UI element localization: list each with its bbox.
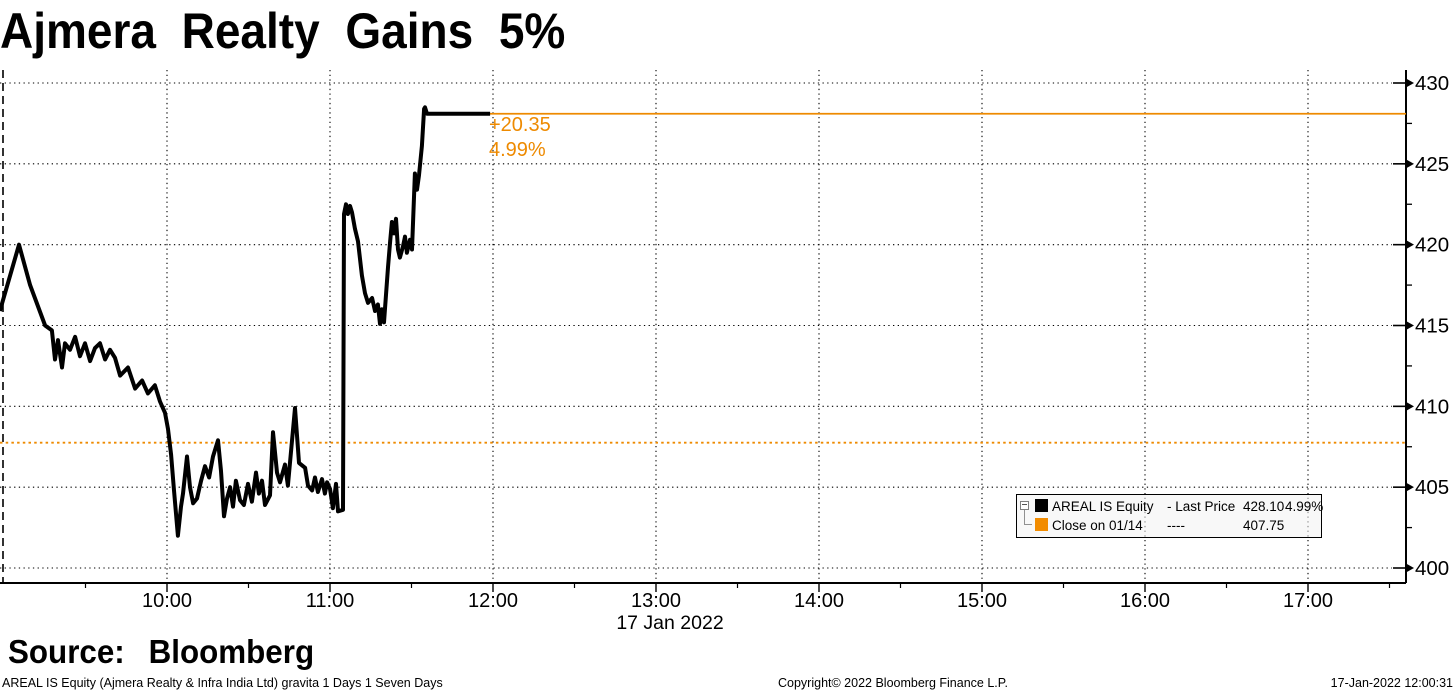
y-tick-arrowhead — [1406, 563, 1414, 573]
y-axis-tick-label: 405 — [1415, 476, 1449, 499]
pct-change-label: 4.99% — [489, 139, 546, 161]
legend-series-pct: 4.99% — [1285, 499, 1324, 514]
legend-series-style-label: ---- — [1167, 518, 1185, 533]
net-change-label: +20.35 — [489, 114, 551, 136]
x-axis-tick-label: 12:00 — [468, 590, 518, 612]
close-line-swatch — [1035, 517, 1048, 531]
legend-collapse-icon[interactable] — [1020, 501, 1029, 510]
y-tick-arrowhead — [1406, 240, 1414, 250]
footer-copyright: Copyright© 2022 Bloomberg Finance L.P. — [778, 676, 1008, 690]
legend-row-last-price[interactable]: AREAL IS Equity - Last Price 428.10 4.99… — [1035, 497, 1323, 516]
footer-security-description: AREAL IS Equity (Ajmera Realty & Infra I… — [2, 676, 443, 690]
price-line-series — [0, 105, 491, 538]
y-tick-arrowhead — [1406, 401, 1414, 411]
legend-row-close[interactable]: Close on 01/14 ---- 407.75 — [1035, 516, 1319, 535]
y-tick-arrowhead — [1406, 321, 1414, 331]
legend-series-value: 428.10 — [1243, 499, 1285, 514]
y-axis-tick-label: 400 — [1415, 557, 1449, 580]
legend-series-name: Close on 01/14 — [1052, 518, 1143, 533]
y-tick-arrowhead — [1406, 78, 1414, 88]
x-axis-tick-label: 11:00 — [306, 590, 355, 612]
legend-series-style-label: - Last Price — [1167, 499, 1236, 514]
legend-series-name: AREAL IS Equity — [1052, 499, 1154, 514]
terminal-footer: AREAL IS Equity (Ajmera Realty & Infra I… — [0, 676, 1456, 695]
y-tick-arrowhead — [1406, 159, 1414, 169]
y-axis-tick-label: 415 — [1415, 315, 1449, 338]
legend-tree-connector-line — [1024, 510, 1032, 525]
footer-timestamp: 17-Jan-2022 12:00:31 — [1330, 676, 1453, 690]
x-axis-tick-label: 10:00 — [142, 590, 192, 612]
x-axis-tick-label: 14:00 — [794, 590, 844, 612]
x-axis-tick-label: 15:00 — [957, 590, 1007, 612]
x-axis-tick-label: 13:00 — [631, 590, 681, 612]
last-price-swatch — [1035, 498, 1048, 512]
page-title: Ajmera Realty Gains 5% — [0, 3, 566, 59]
legend-series-value: 407.75 — [1243, 518, 1285, 533]
last-price-change-annotation: +20.35 4.99% — [489, 113, 551, 163]
y-tick-arrowhead — [1406, 482, 1414, 492]
x-axis-date-label: 17 Jan 2022 — [616, 612, 723, 634]
y-axis-tick-label: 410 — [1415, 395, 1449, 418]
x-axis-tick-label: 17:00 — [1283, 590, 1333, 612]
source-attribution: Source: Bloomberg — [8, 633, 315, 670]
x-axis-tick-label: 16:00 — [1120, 590, 1170, 612]
legend-box[interactable]: AREAL IS Equity - Last Price 428.10 4.99… — [1016, 494, 1323, 538]
y-axis-tick-label: 420 — [1415, 234, 1449, 257]
y-axis-tick-label: 425 — [1415, 153, 1449, 176]
y-axis-tick-label: 430 — [1415, 72, 1449, 95]
